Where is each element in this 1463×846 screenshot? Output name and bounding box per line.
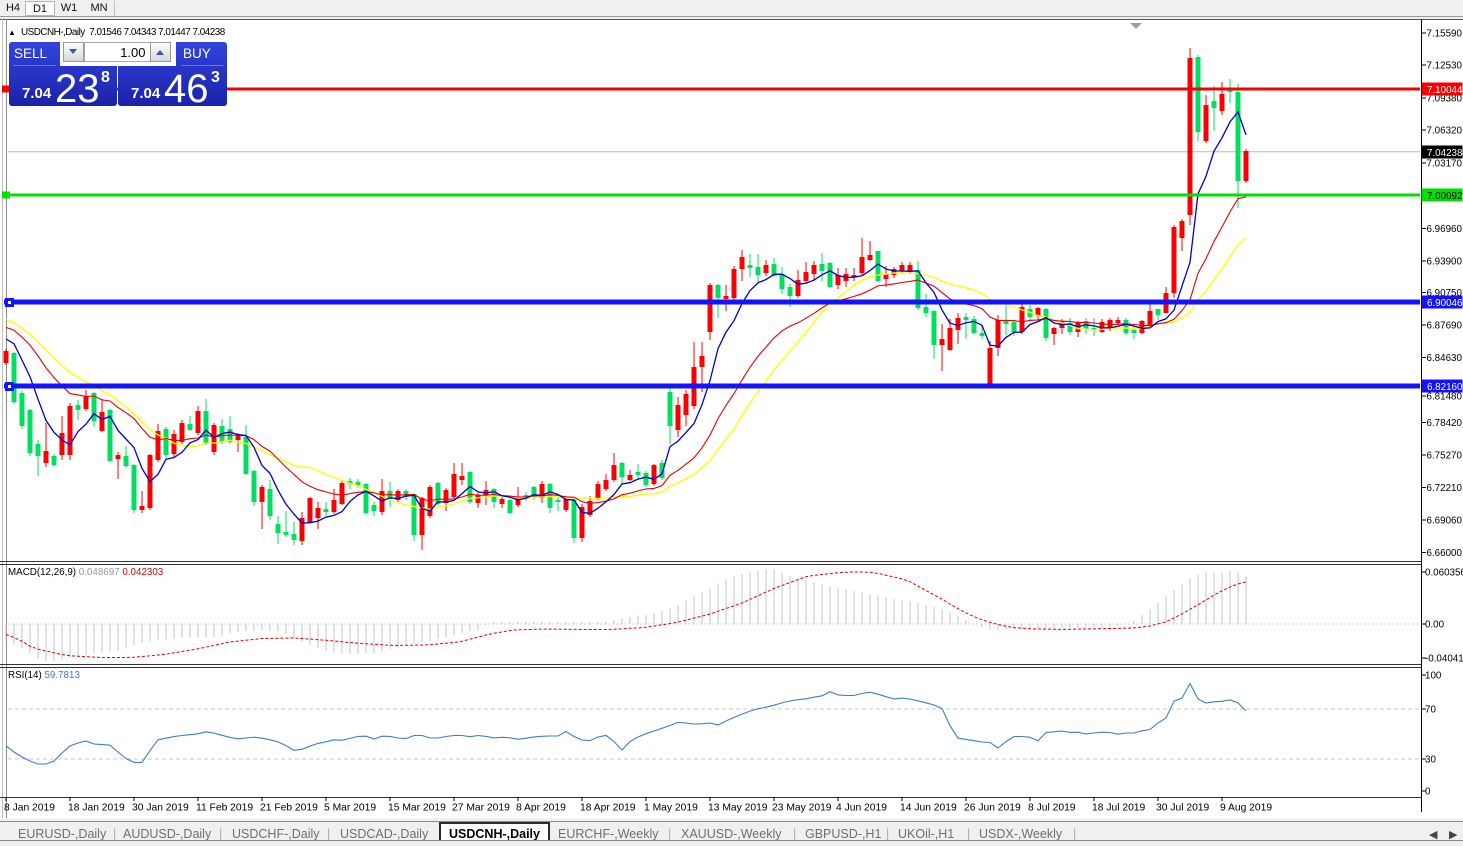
svg-text:7.10044: 7.10044	[1427, 85, 1463, 96]
svg-text:13 May 2019: 13 May 2019	[708, 803, 768, 814]
svg-text:5 Mar 2019: 5 Mar 2019	[324, 803, 376, 814]
svg-text:7.09380: 7.09380	[1427, 94, 1463, 105]
svg-text:7.15590: 7.15590	[1427, 29, 1463, 40]
svg-text:8 Apr 2019: 8 Apr 2019	[516, 803, 566, 814]
svg-text:6.93900: 6.93900	[1427, 257, 1463, 268]
svg-text:14 Jun 2019: 14 Jun 2019	[900, 803, 957, 814]
svg-text:26 Jun 2019: 26 Jun 2019	[964, 803, 1021, 814]
svg-text:MACD(12,26,9) 0.048697 0.04230: MACD(12,26,9) 0.048697 0.042303	[8, 567, 164, 578]
svg-text:6.82160: 6.82160	[1427, 382, 1463, 393]
svg-text:6.96960: 6.96960	[1427, 224, 1463, 235]
svg-text:-0.040416: -0.040416	[1425, 654, 1463, 665]
svg-text:100: 100	[1425, 671, 1442, 682]
svg-text:6.81480: 6.81480	[1427, 392, 1463, 403]
svg-text:70: 70	[1425, 705, 1436, 716]
svg-text:6.75270: 6.75270	[1427, 451, 1463, 462]
svg-text:18 Jan 2019: 18 Jan 2019	[68, 803, 125, 814]
svg-text:30 Jan 2019: 30 Jan 2019	[132, 803, 189, 814]
svg-text:0.060356: 0.060356	[1425, 568, 1463, 579]
svg-text:27 Mar 2019: 27 Mar 2019	[452, 803, 510, 814]
svg-text:7.06320: 7.06320	[1427, 126, 1463, 137]
svg-text:7.00092: 7.00092	[1427, 191, 1462, 202]
svg-text:RSI(14) 59.7813: RSI(14) 59.7813	[8, 670, 80, 681]
svg-text:30 Jul 2019: 30 Jul 2019	[1156, 803, 1210, 814]
svg-text:11 Feb 2019: 11 Feb 2019	[196, 803, 253, 814]
svg-text:7.03170: 7.03170	[1427, 159, 1463, 170]
svg-text:30: 30	[1425, 755, 1436, 766]
svg-text:1 May 2019: 1 May 2019	[644, 803, 698, 814]
svg-text:9 Aug 2019: 9 Aug 2019	[1220, 803, 1272, 814]
svg-text:4 Jun 2019: 4 Jun 2019	[836, 803, 887, 814]
svg-text:8 Jul 2019: 8 Jul 2019	[1028, 803, 1076, 814]
svg-text:8 Jan 2019: 8 Jan 2019	[4, 803, 55, 814]
svg-text:6.84630: 6.84630	[1427, 353, 1463, 364]
svg-text:18 Apr 2019: 18 Apr 2019	[580, 803, 636, 814]
svg-text:21 Feb 2019: 21 Feb 2019	[260, 803, 318, 814]
svg-text:6.78420: 6.78420	[1427, 418, 1463, 429]
svg-text:6.90750: 6.90750	[1427, 288, 1463, 299]
svg-text:6.90046: 6.90046	[1427, 298, 1463, 309]
svg-text:6.72210: 6.72210	[1427, 483, 1463, 494]
svg-text:23 May 2019: 23 May 2019	[772, 803, 832, 814]
svg-text:6.87690: 6.87690	[1427, 321, 1463, 332]
svg-text:15 Mar 2019: 15 Mar 2019	[388, 803, 446, 814]
svg-text:18 Jul 2019: 18 Jul 2019	[1092, 803, 1146, 814]
svg-text:7.04238: 7.04238	[1427, 148, 1463, 159]
svg-text:0.00: 0.00	[1425, 620, 1445, 631]
svg-text:6.69060: 6.69060	[1427, 516, 1463, 527]
svg-text:6.66000: 6.66000	[1427, 548, 1463, 559]
svg-text:7.12530: 7.12530	[1427, 61, 1463, 72]
svg-text:0: 0	[1425, 787, 1431, 798]
